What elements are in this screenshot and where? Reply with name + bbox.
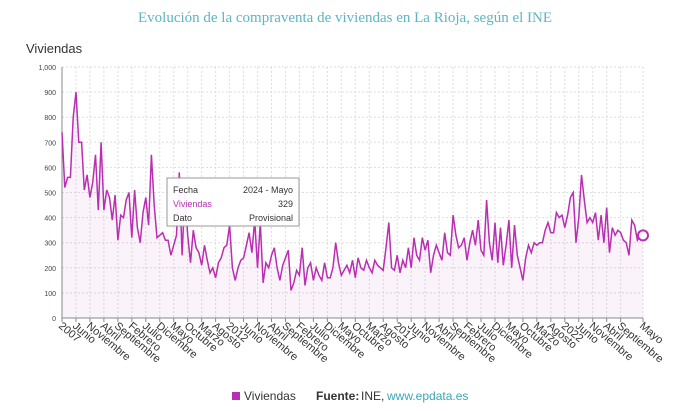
y-tick-label: 600 <box>44 165 56 172</box>
legend-label: Viviendas <box>244 389 296 403</box>
chart-title: Evolución de la compraventa de viviendas… <box>138 10 552 26</box>
y-tick-label: 300 <box>44 241 56 248</box>
tooltip-label: Viviendas <box>173 199 212 209</box>
tooltip-label: Dato <box>173 213 192 223</box>
source-link: www.epdata.es <box>386 389 468 403</box>
source-label: Fuente: <box>316 389 359 403</box>
y-tick-label: 700 <box>44 140 56 147</box>
y-tick-label: 200 <box>44 266 56 273</box>
y-tick-label: 100 <box>44 291 56 298</box>
line <box>61 92 644 291</box>
y-tick-label: 0 <box>52 316 56 323</box>
y-axis-title: Viviendas <box>26 41 83 56</box>
y-tick-label: 500 <box>44 191 56 198</box>
y-tick-label: 800 <box>44 115 56 122</box>
source: INE, <box>361 389 384 403</box>
highlight-marker <box>637 229 649 242</box>
tooltip-value: 2024 - Mayo <box>243 185 293 195</box>
y-tick-label: 400 <box>44 216 56 223</box>
tooltip-label: Fecha <box>173 185 198 195</box>
tooltip-box <box>166 177 300 227</box>
y-tick-label: 900 <box>44 90 56 97</box>
tooltip: Fecha 2024 - Mayo Viviendas 329 Dato Provisio… <box>166 177 300 227</box>
legend-swatch <box>232 392 240 400</box>
tooltip-value: Provisional <box>249 213 293 223</box>
y-tick-label: 1,000 <box>38 65 56 72</box>
tooltip-value: 329 <box>278 199 293 209</box>
